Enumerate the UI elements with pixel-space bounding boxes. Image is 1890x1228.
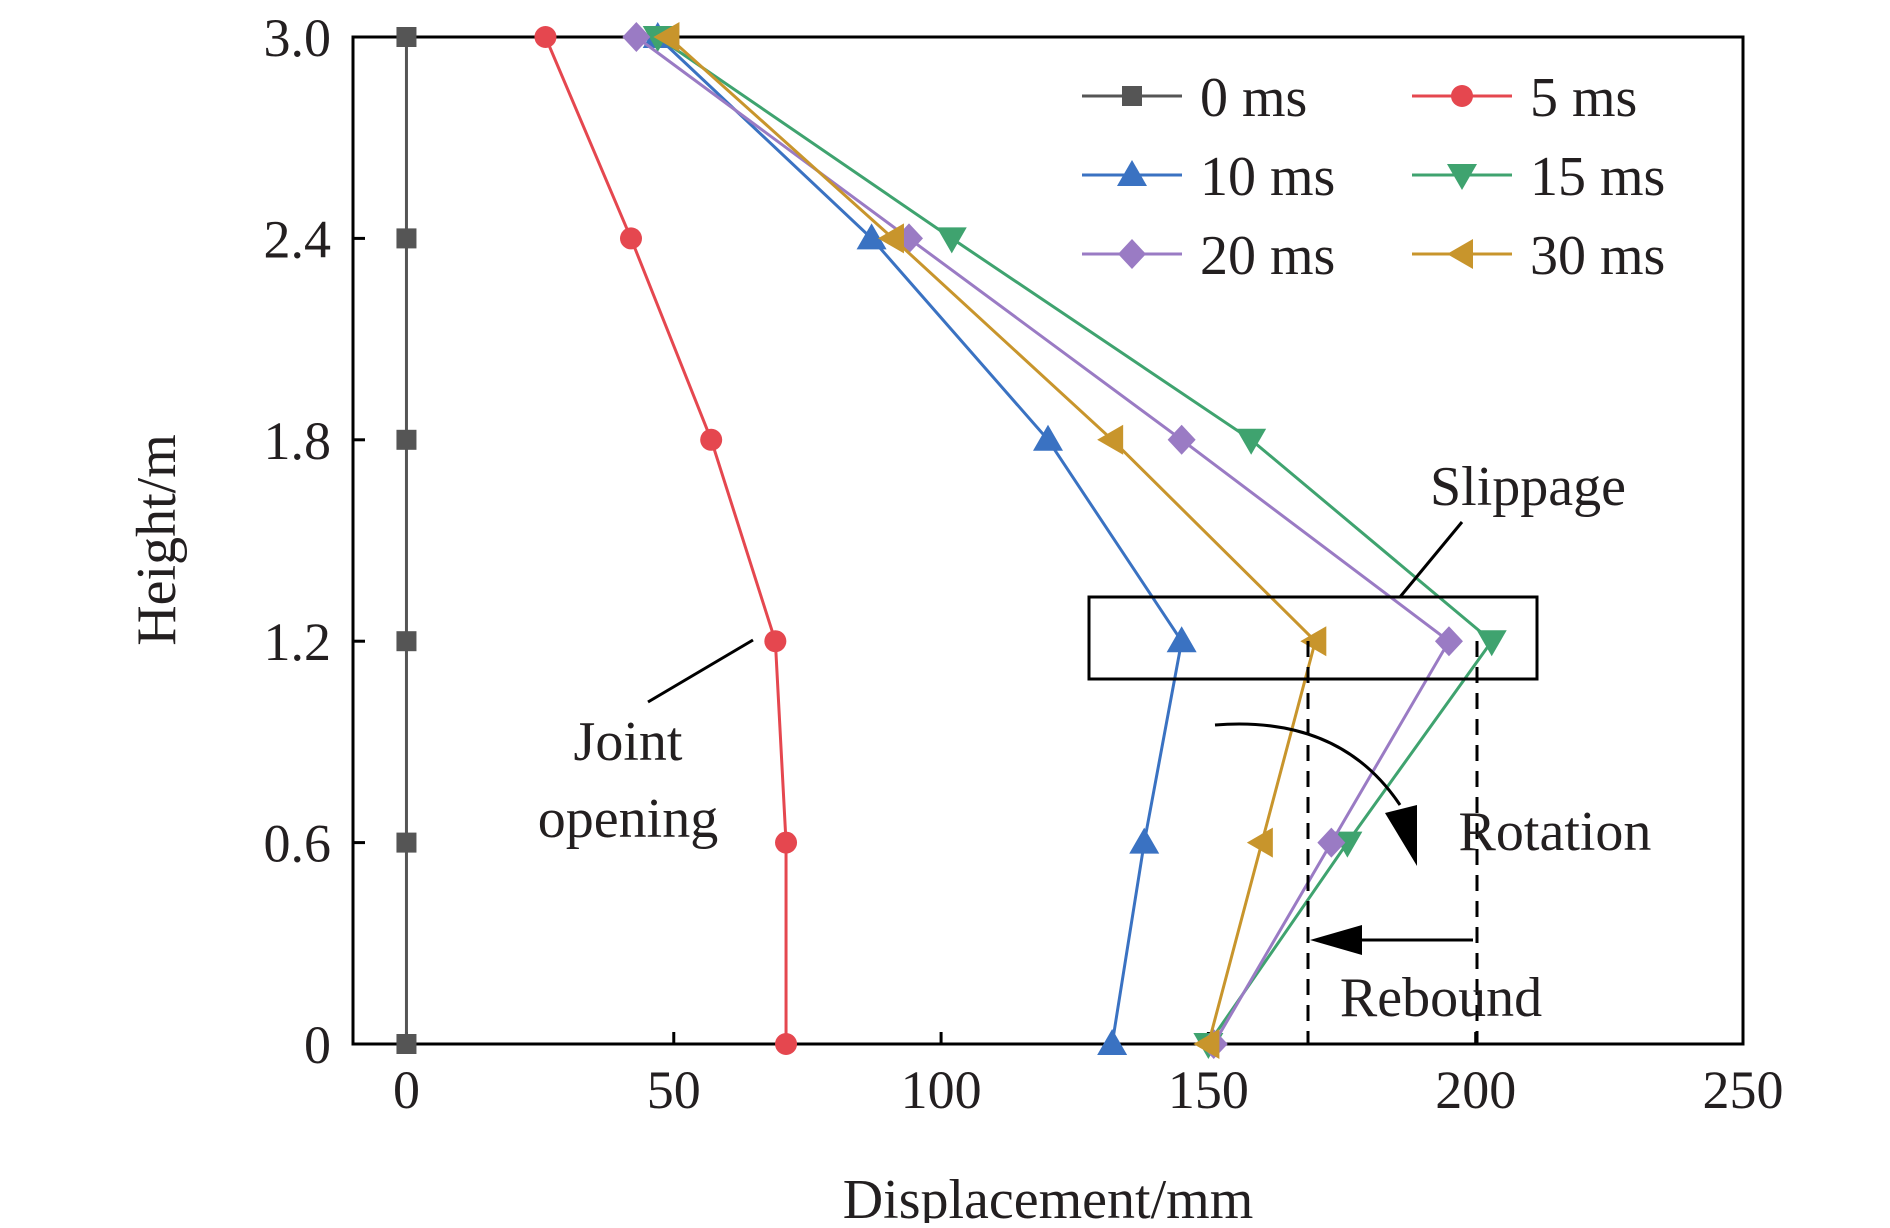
series-layer — [396, 22, 1507, 1059]
joint-opening-leader — [647, 638, 754, 704]
data-point-30ms — [1097, 424, 1124, 455]
slippage-callout-line — [1398, 521, 1464, 598]
y-tick-label: 2.4 — [264, 209, 332, 269]
legend-item-0ms: 0 ms — [1082, 67, 1307, 129]
y-axis-ticks: 0 0.6 1.2 1.8 2.4 3.0 — [264, 8, 365, 1075]
series-line-30ms — [667, 35, 1317, 1045]
data-point-5ms — [534, 26, 557, 48]
legend-item-20ms: 20 ms — [1082, 225, 1335, 287]
data-point-15ms — [1236, 428, 1267, 455]
slippage-box — [1087, 595, 1539, 681]
data-point-0ms — [396, 631, 417, 652]
annotation-rotation: Rotation — [1459, 801, 1652, 863]
data-point-10ms — [1129, 827, 1160, 854]
rotation-arrow-head — [1385, 805, 1417, 866]
legend-marker-0ms — [1122, 86, 1142, 106]
data-point-30ms — [1246, 827, 1273, 858]
y-tick-label: 1.2 — [264, 612, 332, 672]
data-point-0ms — [396, 832, 417, 853]
data-point-30ms — [877, 223, 904, 254]
data-point-10ms — [1097, 1029, 1128, 1055]
data-point-5ms — [700, 428, 723, 451]
series-line-20ms — [635, 35, 1451, 1045]
legend-label-5ms: 5 ms — [1530, 67, 1637, 129]
series-5ms — [534, 26, 798, 1055]
data-point-20ms — [1434, 626, 1463, 657]
annotation-opening: opening — [538, 788, 718, 850]
x-axis-title: Displacement/mm — [843, 1169, 1254, 1223]
data-point-10ms — [1166, 626, 1197, 653]
data-point-10ms — [856, 223, 887, 250]
legend-marker-10ms — [1117, 160, 1147, 186]
y-tick-label: 3.0 — [264, 8, 332, 68]
data-point-0ms — [396, 228, 417, 249]
series-line-5ms — [544, 36, 788, 1044]
annotation-rebound: Rebound — [1340, 967, 1542, 1029]
data-point-20ms — [622, 22, 651, 52]
y-tick-label: 1.8 — [264, 411, 332, 471]
legend-label-0ms: 0 ms — [1200, 67, 1307, 129]
data-point-15ms — [1476, 630, 1507, 657]
data-point-10ms — [1033, 424, 1063, 451]
x-tick-label: 250 — [1703, 1060, 1784, 1120]
data-point-5ms — [764, 630, 787, 653]
data-point-30ms — [1193, 1029, 1220, 1059]
legend-label-30ms: 30 ms — [1530, 225, 1665, 287]
series-20ms — [622, 22, 1463, 1059]
y-axis-title: Height/m — [126, 434, 188, 646]
rebound-arrow-head — [1310, 925, 1362, 955]
y-tick-label: 0 — [304, 1015, 331, 1075]
annotation-joint: Joint — [574, 711, 683, 773]
legend-label-10ms: 10 ms — [1200, 146, 1335, 208]
legend-marker-20ms — [1118, 239, 1146, 269]
legend-label-15ms: 15 ms — [1530, 146, 1665, 208]
data-point-0ms — [396, 1034, 417, 1054]
legend-label-20ms: 20 ms — [1200, 225, 1335, 287]
x-tick-label: 200 — [1435, 1060, 1516, 1120]
series-15ms — [642, 26, 1507, 1059]
data-point-15ms — [936, 227, 967, 254]
legend-marker-30ms — [1447, 239, 1473, 269]
plot-frame — [351, 35, 1745, 1046]
legend: 0 ms 5 ms 10 ms 15 ms 20 ms 30 ms — [1082, 67, 1665, 287]
data-point-0ms — [396, 27, 417, 47]
data-point-5ms — [775, 831, 798, 854]
legend-item-5ms: 5 ms — [1412, 67, 1637, 129]
y-tick-label: 0.6 — [264, 814, 332, 874]
x-tick-label: 150 — [1168, 1060, 1249, 1120]
legend-item-15ms: 15 ms — [1412, 146, 1665, 208]
legend-marker-15ms — [1447, 164, 1477, 190]
data-point-20ms — [1317, 827, 1346, 858]
legend-item-30ms: 30 ms — [1412, 225, 1665, 287]
x-axis-ticks: 0 50 100 150 200 250 — [393, 1032, 1784, 1120]
data-point-30ms — [653, 22, 680, 52]
data-point-30ms — [1300, 626, 1327, 657]
x-tick-label: 50 — [647, 1060, 701, 1120]
series-10ms — [642, 22, 1197, 1055]
data-point-5ms — [620, 227, 642, 250]
x-tick-label: 100 — [901, 1060, 982, 1120]
data-point-0ms — [396, 429, 417, 450]
legend-marker-5ms — [1451, 85, 1473, 107]
annotation-slippage: Slippage — [1430, 456, 1626, 518]
rotation-arrow-curve — [1214, 722, 1402, 806]
series-line-10ms — [656, 35, 1184, 1045]
series-line-15ms — [656, 35, 1494, 1045]
series-0ms — [396, 27, 417, 1054]
data-point-20ms — [1167, 424, 1196, 455]
legend-item-10ms: 10 ms — [1082, 146, 1335, 208]
series-30ms — [653, 22, 1327, 1059]
data-point-5ms — [775, 1033, 798, 1055]
x-tick-label: 0 — [393, 1060, 420, 1120]
